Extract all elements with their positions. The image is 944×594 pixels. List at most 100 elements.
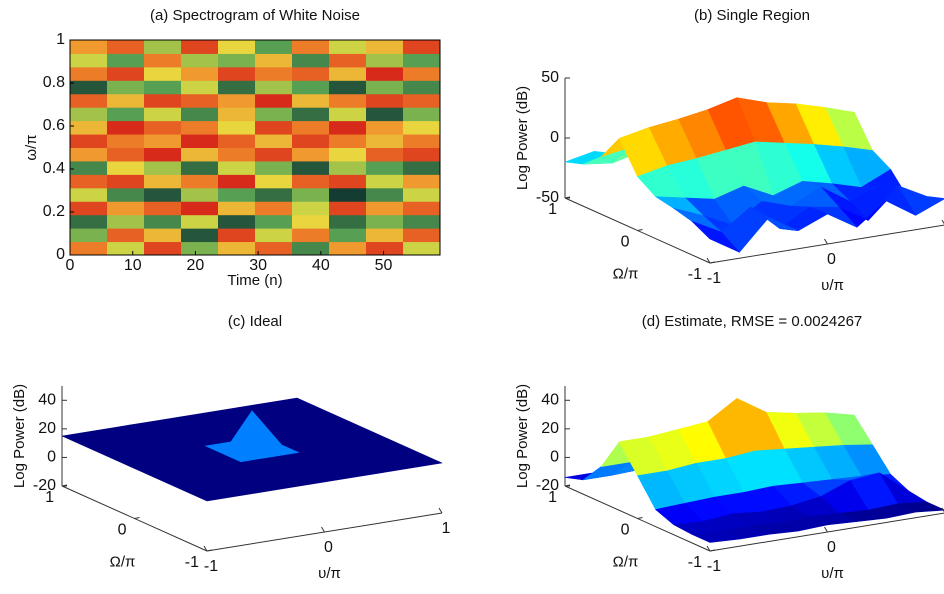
- heatmap-cell: [366, 80, 404, 95]
- heatmap-cell: [144, 187, 182, 202]
- heatmap-cell: [218, 53, 256, 68]
- x-tick-label: 0: [66, 257, 75, 274]
- z-tick-label: 20: [38, 420, 56, 437]
- heatmap-cell: [144, 66, 182, 81]
- z-axis-label: Log Power (dB): [11, 384, 28, 488]
- heatmap-cell: [403, 174, 441, 189]
- z-tick-label: -20: [33, 477, 56, 494]
- heatmap-cell: [181, 80, 219, 95]
- x-tick-label: 1: [548, 201, 557, 218]
- heatmap-cell: [107, 40, 145, 54]
- heatmap-cell: [70, 134, 108, 148]
- heatmap-cell: [181, 201, 219, 216]
- heatmap-cell: [403, 40, 441, 54]
- heatmap-cell: [181, 187, 219, 202]
- heatmap-cell: [107, 160, 145, 175]
- x-tick-label: 50: [375, 257, 393, 274]
- heatmap-cell: [255, 228, 293, 243]
- heatmap-cell: [366, 107, 404, 122]
- heatmap-cell: [255, 160, 293, 175]
- x-tick: [206, 549, 213, 552]
- heatmap-cell: [403, 187, 441, 202]
- x-axis-label: Ω/π: [110, 553, 136, 570]
- heatmap-cell: [144, 174, 182, 189]
- heatmap-cell: [366, 53, 404, 68]
- z-axis-label: Log Power (dB): [514, 86, 531, 190]
- heatmap-cell: [255, 107, 293, 122]
- heatmap-cell: [403, 228, 441, 243]
- heatmap-cell: [255, 53, 293, 68]
- heatmap-cell: [292, 228, 330, 243]
- heatmap-cell: [366, 241, 404, 256]
- z-axis-label: Log Power (dB): [514, 384, 531, 488]
- surface-patch: [188, 487, 237, 502]
- heatmap-cell: [403, 93, 441, 108]
- heatmap-cell: [403, 214, 441, 229]
- heatmap-cell: [70, 201, 108, 216]
- x-tick: [134, 517, 140, 519]
- heatmap-cell: [181, 120, 219, 135]
- heatmap-cell: [144, 241, 182, 256]
- heatmap-cell: [218, 187, 256, 202]
- heatmap-cell: [329, 201, 367, 216]
- heatmap-cell: [255, 40, 293, 54]
- heatmap-cell: [144, 147, 182, 162]
- heatmap-cell: [107, 214, 145, 229]
- x-tick: [709, 261, 716, 264]
- heatmap-cell: [107, 93, 145, 108]
- heatmap-cell: [107, 187, 145, 202]
- y-tick-label: 0.8: [43, 74, 65, 91]
- heatmap-cell: [70, 241, 108, 256]
- surface-patch: [691, 220, 740, 253]
- heatmap-cell: [107, 107, 145, 122]
- heatmap-cell: [366, 228, 404, 243]
- z-tick-label: -20: [536, 477, 559, 494]
- y-tick: [824, 526, 828, 533]
- heatmap-cell: [218, 93, 256, 108]
- y-tick-label: 0.6: [43, 117, 65, 134]
- heatmap-cell: [70, 214, 108, 229]
- heatmap-cell: [292, 120, 330, 135]
- heatmap-cell: [181, 160, 219, 175]
- heatmap-cell: [144, 120, 182, 135]
- heatmap-cell: [329, 93, 367, 108]
- x-tick-label: 1: [548, 489, 557, 506]
- x-tick-label: 30: [249, 257, 267, 274]
- plot-frame: [69, 39, 441, 256]
- y-tick: [706, 257, 711, 264]
- heatmap-cell: [70, 80, 108, 95]
- heatmap-cell: [329, 120, 367, 135]
- heatmap-cell: [292, 93, 330, 108]
- heatmap-cell: [403, 134, 441, 148]
- heatmap-cell: [329, 241, 367, 256]
- heatmap-cell: [292, 147, 330, 162]
- heatmap-cell: [329, 160, 367, 175]
- heatmap-cell: [70, 40, 108, 54]
- y-tick-label: 1: [442, 520, 451, 537]
- chart-title: (c) Ideal: [228, 313, 282, 330]
- heatmap-cell: [366, 147, 404, 162]
- heatmap-cell: [218, 120, 256, 135]
- heatmap-cell: [181, 107, 219, 122]
- y-tick-label: -1: [707, 270, 721, 287]
- heatmap-cell: [70, 147, 108, 162]
- y-tick: [321, 526, 325, 533]
- x-tick-label: 0: [118, 522, 127, 539]
- heatmap-cell: [329, 134, 367, 148]
- heatmap-cell: [70, 107, 108, 122]
- heatmap-cell: [329, 147, 367, 162]
- heatmap-cell: [255, 80, 293, 95]
- heatmap-cell: [107, 228, 145, 243]
- heatmap-cell: [366, 93, 404, 108]
- heatmap-cell: [218, 134, 256, 148]
- x-tick-label: 40: [312, 257, 330, 274]
- heatmap-cell: [329, 80, 367, 95]
- heatmap-cell: [292, 107, 330, 122]
- y-axis-label: υ/π: [821, 277, 844, 294]
- z-tick-label: 40: [541, 392, 559, 409]
- x-axis-label: Time (n): [227, 272, 282, 289]
- heatmap-cell: [403, 241, 441, 256]
- heatmap-cell: [107, 201, 145, 216]
- heatmap-cell: [329, 228, 367, 243]
